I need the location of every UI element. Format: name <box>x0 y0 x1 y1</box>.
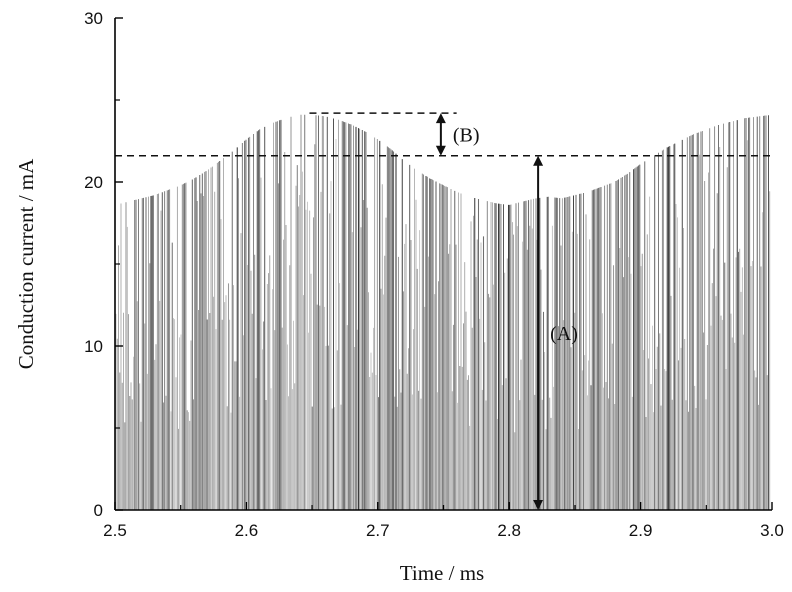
x-tick-label: 2.6 <box>235 521 259 540</box>
annotation-b-arrowhead-top <box>435 113 446 124</box>
x-tick-label: 2.7 <box>366 521 390 540</box>
annotations: (A) (B) <box>435 113 578 510</box>
annotation-a-label: (A) <box>550 323 578 345</box>
annotation-b-arrowhead-bottom <box>435 145 446 156</box>
y-tick-label: 0 <box>94 501 103 520</box>
annotation-a-arrowhead-bottom <box>533 500 544 510</box>
x-tick-label: 2.8 <box>497 521 521 540</box>
annotation-a-arrowhead-top <box>533 155 544 166</box>
x-tick-label: 3.0 <box>760 521 784 540</box>
y-tick-label: 20 <box>84 173 103 192</box>
x-tick-label: 2.9 <box>629 521 653 540</box>
reference-lines <box>115 112 772 157</box>
x-axis-title: Time / ms <box>400 561 484 585</box>
annotation-b-label: (B) <box>453 124 480 146</box>
x-tick-label: 2.5 <box>103 521 127 540</box>
y-tick-label: 10 <box>84 337 103 356</box>
y-tick-label: 30 <box>84 9 103 28</box>
axes: 2.5 2.6 2.7 2.8 2.9 3.0 0 10 20 30 <box>84 9 784 540</box>
y-axis-title: Conduction current / mA <box>14 158 38 369</box>
current-pulses <box>115 114 771 510</box>
